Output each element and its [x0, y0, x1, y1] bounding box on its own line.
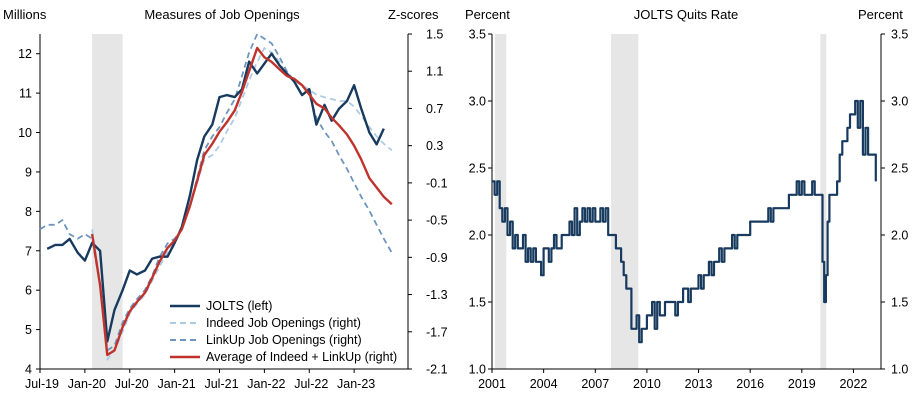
right-y-tick-label: -2.1 — [426, 363, 448, 377]
left-y-tick-label: 5 — [25, 323, 32, 337]
x-tick-label: Jul-21 — [204, 377, 238, 391]
quits-chart-title: JOLTS Quits Rate — [634, 7, 739, 22]
right-y-tick-label: -1.3 — [426, 288, 448, 302]
right-y-tick-label: 1.5 — [426, 28, 443, 42]
legend-label-average: Average of Indeed + LinkUp (right) — [206, 350, 397, 364]
left-series — [39, 33, 393, 361]
left-y-tick-label: 10 — [18, 126, 32, 140]
quits-right-tick-label: 2.0 — [891, 229, 908, 243]
left-y-ticks: 4 5 6 7 8 9 10 11 12 — [18, 47, 40, 377]
quits-x-tick-label: 2022 — [840, 377, 868, 391]
quits-left-tick-label: 3.0 — [469, 95, 486, 109]
series-average-of-indeed-linkup-right — [90, 46, 393, 357]
quits-x-tick-label: 2007 — [581, 377, 609, 391]
quits-right-tick-label: 2.5 — [891, 162, 908, 176]
right-y-ticks: -2.1 -1.7 -1.3 -0.9 -0.5 -0.1 0.3 0.7 1.1 1.5 — [408, 28, 448, 377]
legend: JOLTS (left) Indeed Job Openings (right)… — [170, 299, 397, 364]
quits-rate-line — [492, 99, 877, 344]
quits-recession-shading — [494, 34, 827, 369]
right-y-tick-label: 0.3 — [426, 139, 443, 153]
quits-x-tick-label: 2016 — [736, 377, 764, 391]
recession-band — [611, 34, 639, 369]
quits-right-tick-label: 3.0 — [891, 95, 908, 109]
quits-right-axis-label: Percent — [858, 7, 903, 22]
quits-left-ticks: 1.0 1.5 2.0 2.5 3.0 3.5 — [469, 28, 492, 377]
left-y-tick-label: 7 — [25, 244, 32, 258]
recession-band — [92, 34, 123, 369]
x-tick-label: Jan-23 — [337, 377, 375, 391]
right-y-tick-label: -0.9 — [426, 251, 448, 265]
left-y-tick-label: 6 — [25, 284, 32, 298]
left-chart: Measures of Job Openings Millions Z-scor… — [3, 7, 448, 391]
x-tick-label: Jul-19 — [25, 377, 59, 391]
legend-label-linkup: LinkUp Job Openings (right) — [206, 333, 362, 347]
left-y-tick-label: 9 — [25, 165, 32, 179]
left-y-tick-label: 12 — [18, 47, 32, 61]
quits-x-tick-label: 2004 — [530, 377, 558, 391]
quits-right-tick-label: 3.5 — [891, 28, 908, 42]
quits-x-tick-label: 2010 — [633, 377, 661, 391]
right-axis-label: Z-scores — [388, 7, 439, 22]
quits-x-ticks: 2001 2004 2007 2010 2013 2016 2019 2022 — [478, 369, 867, 391]
left-chart-title: Measures of Job Openings — [144, 7, 300, 22]
left-y-tick-label: 8 — [25, 205, 32, 219]
legend-label-jolts: JOLTS (left) — [206, 299, 272, 313]
quits-right-tick-label: 1.5 — [891, 296, 908, 310]
x-tick-label: Jul-20 — [115, 377, 149, 391]
right-y-tick-label: 1.1 — [426, 65, 443, 79]
right-y-tick-label: -0.5 — [426, 214, 448, 228]
quits-left-tick-label: 3.5 — [469, 28, 486, 42]
x-tick-label: Jan-21 — [158, 377, 196, 391]
legend-label-indeed: Indeed Job Openings (right) — [206, 316, 361, 330]
right-y-tick-label: -1.7 — [426, 325, 448, 339]
quits-left-tick-label: 1.0 — [469, 363, 486, 377]
x-ticks: Jul-19 Jan-20 Jul-20 Jan-21 Jul-21 Jan-22 Jul-… — [25, 369, 375, 391]
left-y-tick-label: 4 — [25, 363, 32, 377]
quits-left-axis-label: Percent — [465, 7, 510, 22]
left-axis-label: Millions — [3, 7, 47, 22]
right-chart: JOLTS Quits Rate Percent Percent 1.0 1.5 2… — [465, 7, 908, 391]
quits-right-ticks: 1.0 1.5 2.0 2.5 3.0 3.5 — [881, 28, 908, 377]
series-indeed-job-openings-right — [91, 47, 393, 361]
quits-left-tick-label: 1.5 — [469, 296, 486, 310]
left-y-tick-label: 11 — [19, 87, 32, 101]
quits-x-tick-label: 2001 — [478, 377, 506, 391]
x-tick-label: Jul-22 — [294, 377, 328, 391]
quits-right-tick-label: 1.0 — [891, 363, 908, 377]
quits-x-tick-label: 2019 — [788, 377, 816, 391]
x-tick-label: Jan-20 — [68, 377, 106, 391]
quits-left-tick-label: 2.0 — [469, 229, 486, 243]
right-y-tick-label: 0.7 — [426, 102, 443, 116]
x-tick-label: Jan-22 — [247, 377, 285, 391]
left-recession-shading — [92, 34, 123, 369]
quits-x-tick-label: 2013 — [685, 377, 713, 391]
series-linkup-job-openings-right — [39, 33, 393, 352]
right-y-tick-label: -0.1 — [426, 176, 448, 190]
quits-series — [492, 99, 877, 344]
quits-left-tick-label: 2.5 — [469, 162, 486, 176]
